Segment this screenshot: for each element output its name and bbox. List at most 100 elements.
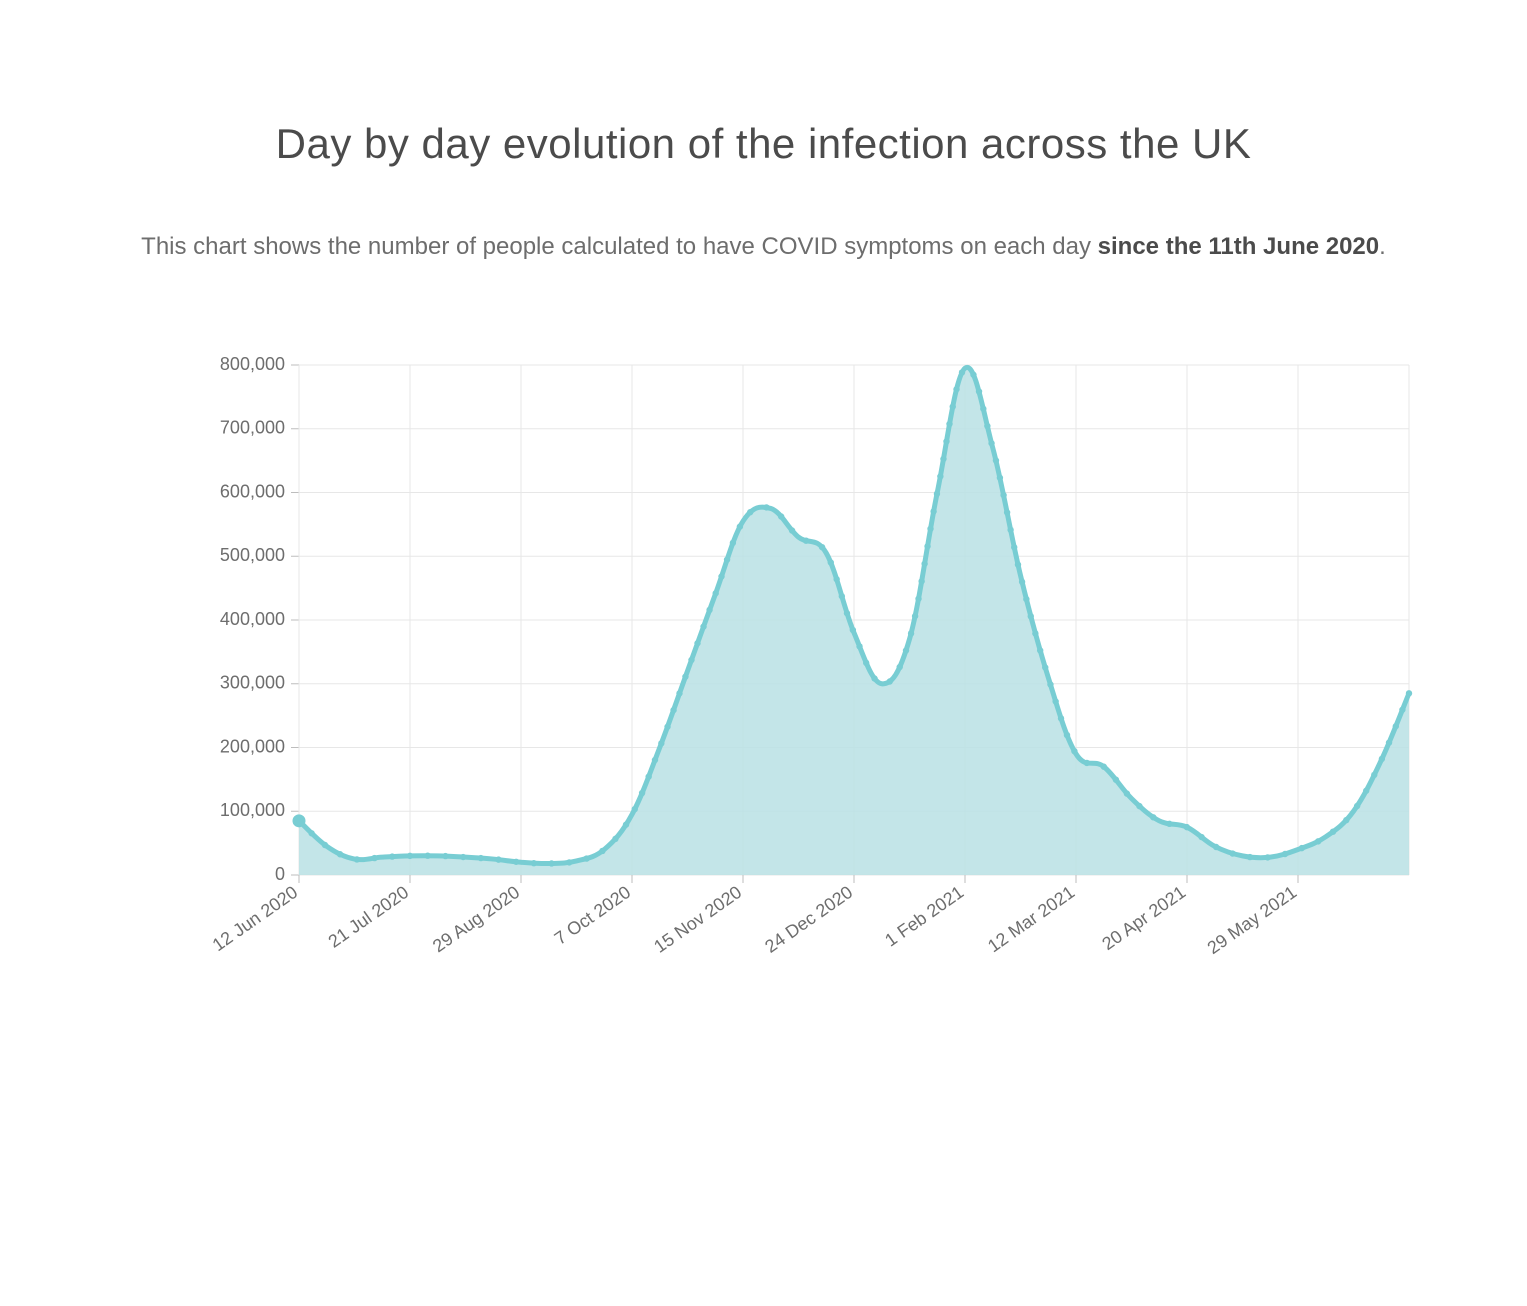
series-marker (946, 421, 952, 427)
series-marker (1032, 630, 1038, 636)
series-marker (930, 508, 936, 514)
series-marker (612, 836, 618, 842)
series-marker (838, 593, 844, 599)
series-marker (953, 386, 959, 392)
series-marker (896, 664, 902, 670)
series-marker (940, 456, 946, 462)
infection-area-chart: 0100,000200,000300,000400,000500,000600,… (109, 355, 1419, 995)
series-marker (664, 724, 670, 730)
series-marker (1042, 665, 1048, 671)
series-marker (1392, 723, 1398, 729)
series-marker (1212, 844, 1218, 850)
series-marker (763, 504, 769, 510)
series-marker (975, 389, 981, 395)
series-marker (1123, 791, 1129, 797)
chart-title: Day by day evolution of the infection ac… (0, 120, 1527, 168)
series-marker (718, 573, 724, 579)
series-marker (843, 610, 849, 616)
subtitle-suffix: . (1379, 233, 1386, 260)
series-marker (827, 560, 833, 566)
series-marker (631, 806, 637, 812)
series-marker (1036, 648, 1042, 654)
page: Day by day evolution of the infection ac… (0, 0, 1527, 1306)
series-marker (566, 859, 572, 865)
series-marker (818, 544, 824, 550)
ytick-label: 300,000 (219, 673, 284, 693)
series-marker (1000, 492, 1006, 498)
series-marker (1343, 817, 1349, 823)
ytick-label: 200,000 (219, 736, 284, 756)
series-marker (1353, 803, 1359, 809)
series-marker (459, 854, 465, 860)
series-marker (1003, 510, 1009, 516)
series-marker (943, 439, 949, 445)
series-marker (921, 561, 927, 567)
subtitle-prefix: This chart shows the number of people ca… (141, 233, 1097, 260)
series-marker (1052, 698, 1058, 704)
series-marker (1071, 748, 1077, 754)
series-marker (746, 509, 752, 515)
xtick-label: 7 Oct 2020 (550, 882, 634, 949)
subtitle-strong: since the 11th June 2020 (1098, 233, 1379, 260)
series-marker (924, 543, 930, 549)
series-marker (1136, 803, 1142, 809)
xtick-label: 29 May 2021 (1203, 882, 1300, 958)
series-marker (856, 643, 862, 649)
series-marker (918, 578, 924, 584)
series-marker (622, 822, 628, 828)
series-marker (1281, 851, 1287, 857)
series-marker (949, 404, 955, 410)
series-marker (442, 853, 448, 859)
series-marker (1183, 824, 1189, 830)
xtick-label: 29 Aug 2020 (428, 882, 522, 956)
series-marker (980, 406, 986, 412)
series-marker (1047, 681, 1053, 687)
ytick-label: 600,000 (219, 481, 284, 501)
series-marker (933, 491, 939, 497)
series-marker (700, 624, 706, 630)
series-marker (1329, 829, 1335, 835)
series-marker (495, 857, 501, 863)
series-marker (1399, 707, 1405, 713)
ytick-label: 100,000 (219, 800, 284, 820)
series-marker (915, 596, 921, 602)
chart-svg: 0100,000200,000300,000400,000500,000600,… (109, 355, 1419, 995)
series-marker (833, 576, 839, 582)
series-marker (1010, 544, 1016, 550)
series-marker (862, 660, 868, 666)
series-marker (389, 854, 395, 860)
series-marker (736, 524, 742, 530)
ytick-label: 700,000 (219, 418, 284, 438)
series-marker (1363, 788, 1369, 794)
series-marker (1057, 715, 1063, 721)
series-marker (1385, 740, 1391, 746)
xtick-label: 24 Dec 2020 (761, 882, 856, 957)
series-marker (849, 627, 855, 633)
series-marker (321, 842, 327, 848)
series-marker (907, 630, 913, 636)
series-marker (548, 860, 554, 866)
series-marker (658, 740, 664, 746)
series-marker (583, 856, 589, 862)
series-marker (911, 613, 917, 619)
series-marker (694, 640, 700, 646)
series-marker (406, 853, 412, 859)
series-marker (651, 757, 657, 763)
xtick-label: 21 Jul 2020 (324, 882, 412, 952)
series-marker (1405, 690, 1411, 696)
xtick-label: 1 Feb 2021 (881, 882, 967, 951)
series-marker (958, 369, 964, 375)
series-marker (729, 540, 735, 546)
series-marker (1007, 527, 1013, 533)
series-marker (1166, 821, 1172, 827)
ytick-label: 0 (274, 864, 284, 884)
series-marker (1298, 845, 1304, 851)
series-marker (1198, 834, 1204, 840)
series-marker (886, 678, 892, 684)
series-marker (353, 856, 359, 862)
series-marker (1314, 838, 1320, 844)
series-start-marker (292, 815, 305, 828)
series-marker (706, 607, 712, 613)
series-marker (1264, 854, 1270, 860)
series-marker (1112, 777, 1118, 783)
